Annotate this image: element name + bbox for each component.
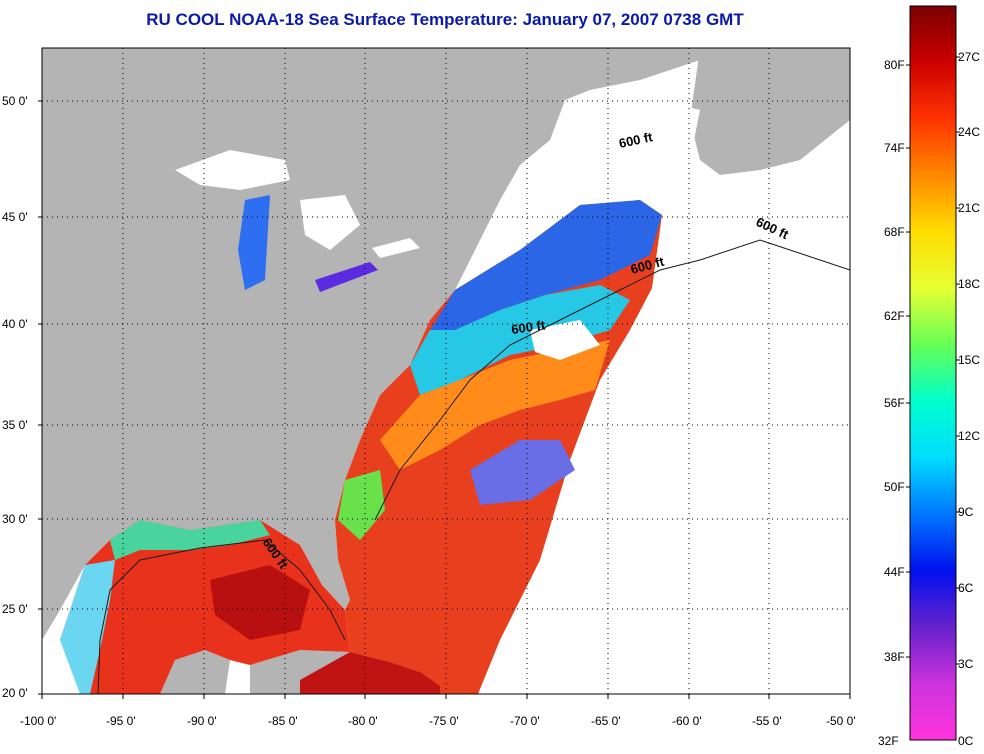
sst-gulf-shelf-west (60, 560, 115, 694)
great-lake-michigan (238, 195, 270, 290)
colorbar-c-18: 18C (958, 277, 981, 291)
contour-label-1: 600 ft (618, 129, 655, 151)
colorbar-f-62: 62F (884, 309, 905, 323)
lat-label-40: 40 0' (2, 317, 28, 331)
map-frame (42, 48, 850, 694)
colorbar-f-74: 74F (884, 141, 905, 155)
great-lake-huron (300, 195, 360, 250)
colorbar-c-0: 0C (958, 734, 974, 748)
sst-coastal-green (338, 470, 385, 540)
colorbar-f-56: 56F (884, 396, 905, 410)
lon-label-50: -50 0' (826, 714, 856, 728)
colorbar-c-15: 15C (958, 353, 981, 367)
depth-contour-600ft (97, 239, 850, 694)
colorbar-c-12: 12C (958, 429, 981, 443)
lon-label-75: -75 0' (429, 714, 459, 728)
sst-cloud-patch-1 (470, 440, 575, 505)
sst-shelf-cold (430, 200, 662, 330)
gulf-of-st-lawrence (570, 95, 700, 175)
sst-caribbean (300, 652, 440, 694)
contour-label-4: 600 ft (510, 317, 546, 337)
great-lake-erie (315, 262, 378, 292)
colorbar-f-44: 44F (884, 565, 905, 579)
land-newfoundland (690, 48, 850, 175)
lon-label-65: -65 0' (591, 714, 621, 728)
colorbar-f-68: 68F (884, 225, 905, 239)
lon-label-85: -85 0' (268, 714, 298, 728)
lon-label-100: -100 0' (20, 714, 57, 728)
sst-gulfstream-north (380, 340, 610, 470)
colorbar-f-38: 38F (884, 650, 905, 664)
map-title: RU COOL NOAA-18 Sea Surface Temperature:… (146, 10, 744, 29)
sst-gulf-shelf-north (110, 520, 270, 560)
lon-label-60: -60 0' (672, 714, 702, 728)
colorbar (909, 5, 957, 741)
great-lake-superior (175, 150, 290, 190)
great-lake-ontario (372, 238, 420, 258)
lon-label-55: -55 0' (752, 714, 782, 728)
lat-label-35: 35 0' (2, 418, 28, 432)
land-north-america (42, 48, 700, 640)
colorbar-c-27: 27C (958, 50, 981, 64)
colorbar-c-24: 24C (958, 125, 981, 139)
colorbar-c-21: 21C (958, 201, 981, 215)
colorbar-f-50: 50F (884, 480, 905, 494)
lon-label-90: -90 0' (187, 714, 217, 728)
lon-label-95: -95 0' (106, 714, 136, 728)
colorbar-c-6: 6C (958, 581, 974, 595)
sst-gulf-of-mexico (60, 520, 350, 694)
land-yucatan (160, 650, 230, 694)
lat-label-45: 45 0' (2, 210, 28, 224)
colorbar-f-80: 80F (884, 58, 905, 72)
lat-label-20: 20 0' (2, 686, 28, 700)
sst-cloud-patch-2 (530, 320, 600, 360)
lat-label-50: 50 0' (2, 94, 28, 108)
lat-label-30: 30 0' (2, 512, 28, 526)
colorbar-c-9: 9C (958, 505, 974, 519)
lon-label-70: -70 0' (510, 714, 540, 728)
axis-ticks (38, 100, 851, 699)
colorbar-ticks (906, 56, 960, 665)
lon-label-80: -80 0' (348, 714, 378, 728)
colorbar-f-32: 32F (878, 734, 899, 748)
lat-label-25: 25 0' (2, 602, 28, 616)
colorbar-c-3: 3C (958, 657, 974, 671)
